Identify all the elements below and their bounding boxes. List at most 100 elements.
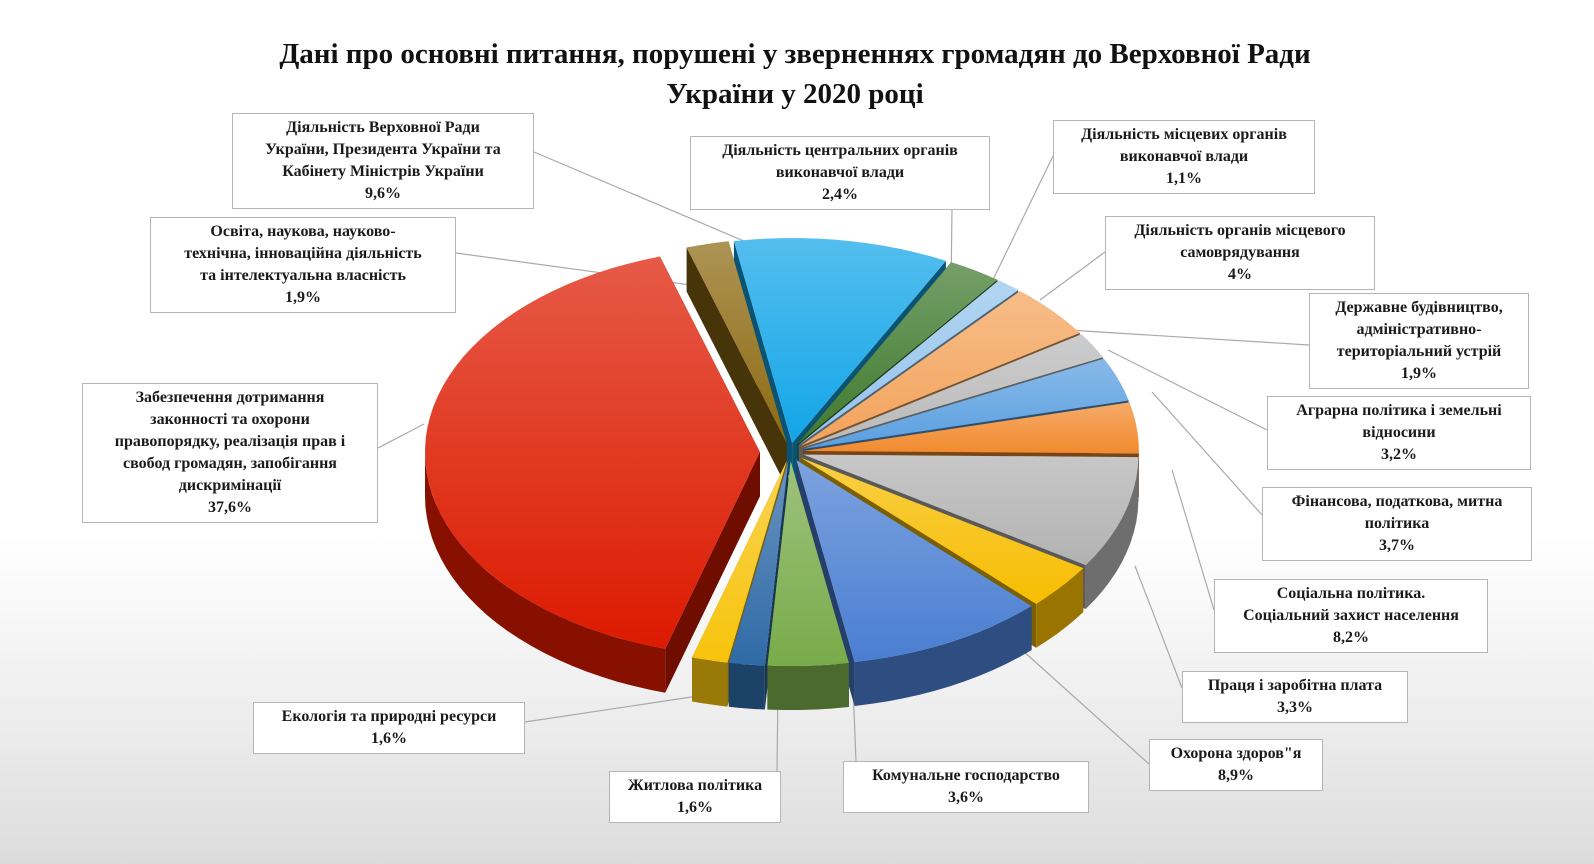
slice-highlight — [425, 256, 760, 649]
slice-label-name: Комунальне господарство — [872, 767, 1060, 784]
slice-label-value: 37,6% — [208, 499, 252, 516]
slice-label-value: 1,6% — [677, 799, 713, 816]
slice-highlight — [798, 280, 1019, 445]
slice-highlight — [733, 238, 946, 443]
slice-rim — [728, 662, 765, 710]
slice-highlight — [803, 358, 1129, 449]
slice-label: Соціальна політика. Соціальний захист нас… — [1214, 579, 1488, 653]
slice-label-value: 2,4% — [822, 186, 858, 203]
slice-rim — [692, 657, 728, 707]
slice-label-name: територіальний устрій — [1336, 343, 1502, 360]
slice-label: Освіта, наукова, науково-технічна, іннов… — [150, 217, 456, 313]
slice-label-value: 3,2% — [1381, 446, 1417, 463]
slice-label-name: свобод громадян, запобігання — [123, 455, 337, 472]
slice-label-name: Діяльність місцевих органів — [1081, 126, 1287, 143]
leader-lines — [377, 151, 1310, 772]
slice-highlight — [797, 262, 998, 445]
slice-label-name: та інтелектуальна власність — [200, 267, 406, 284]
slice-rim — [1036, 568, 1084, 648]
slice-label-name: дискримінації — [178, 477, 282, 494]
leader-line — [1021, 649, 1150, 765]
leader-line — [1134, 565, 1183, 689]
slice-label-name: правопорядку, реалізація прав і — [114, 433, 346, 450]
slice-label-value: 1,9% — [1401, 365, 1437, 382]
chart-title-line-2: України у 2020 році — [666, 78, 924, 110]
slice-highlight — [800, 457, 1084, 604]
leader-line — [1067, 329, 1310, 346]
slice-label: Діяльність органів місцевого самоврядуван… — [1105, 216, 1375, 290]
slice-label: Екологія та природні ресурси 1,6% — [253, 702, 525, 754]
slice-label-name: Соціальний захист населення — [1243, 607, 1459, 624]
pie-slice — [686, 241, 787, 488]
slice-label-value: 9,6% — [365, 185, 401, 202]
slice-rim — [854, 606, 1032, 706]
slice-label-name: відносини — [1362, 424, 1436, 441]
slice-label-value: 4% — [1228, 266, 1252, 283]
slice-label-name: адміністративно- — [1356, 321, 1482, 338]
leader-line — [1107, 349, 1268, 431]
slice-label: Фінансова, податкова, митна політика 3,7% — [1262, 487, 1532, 561]
slice-label-value: 1,9% — [285, 289, 321, 306]
slice-label-value: 1,6% — [371, 730, 407, 747]
slice-label-name: Екологія та природні ресурси — [281, 708, 497, 725]
slice-label-name: Діяльність центральних органів — [722, 142, 958, 159]
slice-highlight — [800, 291, 1080, 446]
slice-label-name: Аграрна політика і земельні — [1296, 402, 1502, 419]
slice-label: Діяльність центральних органів виконавчої… — [690, 136, 990, 210]
slice-label: Праця і заробітна плата 3,3% — [1182, 671, 1408, 723]
slice-highlight — [728, 461, 789, 666]
slice-wall — [665, 452, 760, 693]
pie-slices — [425, 238, 1139, 710]
leader-line — [377, 423, 425, 449]
slice-label-name: технічна, інноваційна діяльність — [184, 245, 422, 262]
slice-label-name: політика — [1364, 515, 1430, 532]
slice-highlight — [686, 241, 787, 444]
slice-label-value: 1,1% — [1166, 170, 1202, 187]
slice-wall — [686, 247, 787, 488]
slice-label-name: Діяльність органів місцевого — [1134, 222, 1346, 239]
slice-highlight — [692, 460, 787, 663]
slice-rim — [1085, 457, 1139, 609]
slice-label-value: 3,3% — [1277, 699, 1313, 716]
slice-label-name: Діяльність Верховної Ради — [286, 119, 480, 136]
slice-label-name: Кабінету Міністрів України — [282, 163, 484, 180]
leader-line — [987, 155, 1054, 291]
slice-label-name: Житлова політика — [627, 777, 763, 794]
slice-label-name: Праця і заробітна плата — [1207, 677, 1383, 694]
slice-label-name: Соціальна політика. — [1276, 585, 1426, 602]
slice-label: Аграрна політика і земельні відносини 3,2% — [1267, 396, 1531, 470]
slice-highlight — [802, 334, 1103, 448]
slice-highlight — [796, 460, 1032, 662]
slice-rim — [425, 452, 666, 693]
chart-title: Дані про основні питання, порушені у зве… — [150, 34, 1440, 114]
slice-label-name: Освіта, наукова, науково- — [210, 223, 396, 240]
slice-label-name: Фінансова, податкова, митна — [1291, 493, 1503, 510]
pie-slice — [767, 461, 849, 710]
slice-label-value: 3,7% — [1379, 537, 1415, 554]
slice-label-name: самоврядування — [1180, 244, 1300, 261]
pie-slice — [425, 256, 760, 693]
slice-label: Охорона здоров"я 8,9% — [1149, 739, 1323, 791]
slice-label: Забезпечення дотримання законності та охо… — [82, 383, 378, 523]
slice-label-value: 3,6% — [948, 789, 984, 806]
slice-label: Діяльність Верховної Ради України, Презид… — [232, 113, 534, 209]
slice-label: Державне будівництво, адміністративно-тер… — [1309, 293, 1529, 389]
leader-line — [1171, 469, 1215, 611]
slice-label-name: Забезпечення дотримання — [135, 389, 325, 406]
slice-label: Діяльність місцевих органів виконавчої вл… — [1053, 120, 1315, 194]
leader-line — [1151, 391, 1263, 516]
slice-highlight — [803, 402, 1139, 454]
slice-rim — [767, 663, 849, 710]
slice-label-name: законності та охорони — [150, 411, 310, 428]
slice-highlight — [767, 461, 849, 666]
chart-title-line-1: Дані про основні питання, порушені у зве… — [279, 38, 1311, 70]
slice-label: Комунальне господарство 3,6% — [843, 761, 1089, 813]
slice-label-name: Охорона здоров"я — [1170, 745, 1302, 762]
slice-label-name: виконавчої влади — [1119, 148, 1249, 165]
slice-label-value: 8,9% — [1218, 767, 1254, 784]
slice-label-name: виконавчої влади — [775, 164, 905, 181]
slice-label-value: 8,2% — [1333, 629, 1369, 646]
slice-label-name: України, Президента України та — [265, 141, 501, 158]
leader-line — [1039, 251, 1106, 301]
